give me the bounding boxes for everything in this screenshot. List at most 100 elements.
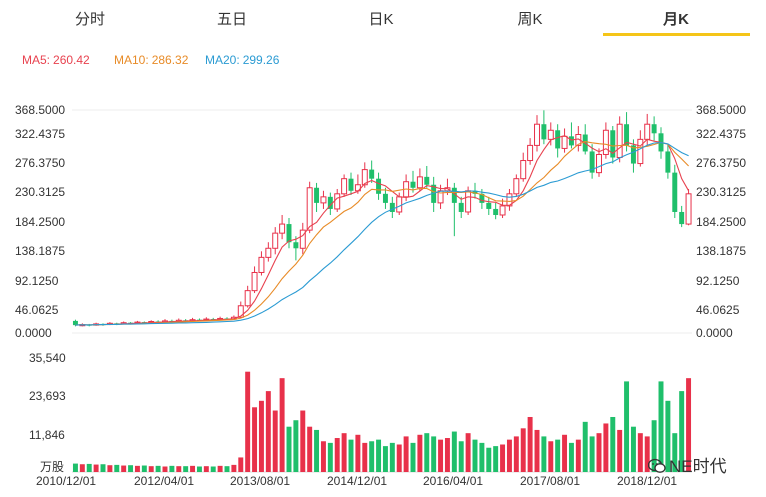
candle-body-up [361,169,368,186]
volume-bar [79,464,85,472]
volume-bar [121,465,127,472]
candle-body-up [258,256,265,273]
volume-bar [479,442,485,472]
volume-bar [630,426,636,472]
volume-bar [86,463,92,472]
volume-bar [458,441,464,472]
candle-body-up [465,190,472,213]
volume-bar [562,434,568,472]
volume-bar [203,466,209,472]
date-tick: 2013/08/01 [230,474,291,488]
volume-bar [396,444,402,472]
volume-bar [93,464,99,472]
tab-monthly-k[interactable]: 月K [663,11,689,28]
volume-bar [486,447,492,472]
candle-body-down [486,202,492,209]
candle-body-down [314,187,320,203]
ma10-line [75,141,689,326]
candle-body-up [334,193,341,210]
candle-body-up [279,223,286,234]
candle-body-up [306,187,313,231]
ma5-value: 260.42 [53,53,90,67]
candle-body-down [541,124,547,140]
candle-body-down [458,202,464,212]
volume-bar [362,442,368,472]
price-tick-right: 92.1250 [696,274,740,288]
tab-daily-k[interactable]: 日K [368,11,394,28]
candle-body-up [513,178,520,195]
volume-tick: 23,693 [29,389,66,403]
ma10-value: 286.32 [151,53,189,67]
volume-bar [438,439,444,472]
ma10-label: MA10: [114,53,149,67]
candle-body-down [610,130,616,158]
volume-bar [527,416,533,472]
ma10-indicator: MA10: 286.32 [114,53,188,67]
price-tick-left: 276.3750 [15,156,66,170]
volume-bar [610,416,616,472]
volume-unit-label: 万股 [40,460,65,474]
volume-bar [107,465,113,472]
tab-weekly-k[interactable]: 周K [517,11,543,28]
ma20-label: MA20: [205,53,240,67]
volume-bar [389,442,395,472]
volume-bar [382,446,388,472]
candle-body-up [534,123,540,146]
volume-bar [575,439,581,472]
volume-bar [217,465,223,472]
volume-bar [568,442,574,472]
tab-five-day[interactable]: 五日 [216,11,247,28]
active-tab-indicator [603,33,750,36]
volume-bar [114,464,120,472]
ma5-label: MA5: [22,53,51,67]
volume-bar [314,429,320,472]
volume-bar [403,436,409,472]
candle-body-down [376,178,382,194]
volume-bar [500,444,506,472]
ma20-value: 299.26 [242,53,280,67]
volume-bar [472,439,478,472]
volume-bar [252,407,258,472]
candle-body-down [424,176,430,185]
volume-tick: 11,846 [29,428,65,442]
candle-body-down [568,136,574,146]
volume-bar [258,400,264,472]
date-tick: 2016/04/01 [423,474,484,488]
candle-body-down [389,202,395,212]
candle-body-down [431,184,437,203]
volume-bar [210,466,216,472]
volume-bar [245,371,251,472]
tab-intraday[interactable]: 分时 [74,11,105,28]
price-tick-left: 322.4375 [15,127,66,141]
candle-body-up [520,160,527,180]
price-tick-right: 230.3125 [696,185,747,199]
candle-body-up [416,176,423,189]
price-tick-left: 230.3125 [15,185,66,199]
candle-body-down [451,187,457,203]
watermark-text: NE时代 [669,457,727,476]
volume-bar [369,441,375,472]
candle-body-up [237,305,244,318]
volume-bar [183,466,189,472]
volume-bar [327,442,333,472]
volume-bar [196,466,202,472]
ma5-indicator: MA5: 260.42 [22,53,90,67]
candle-body-up [499,205,506,216]
candle-body-down [286,224,292,243]
candle-body-down [348,178,354,191]
volume-bar [300,410,306,472]
candle-body-down [327,196,333,209]
price-tick-left: 138.1875 [15,244,66,258]
date-tick: 2012/04/01 [134,474,195,488]
volume-bar [286,426,292,472]
candle-body-down [589,151,595,173]
volume-bar [679,391,685,472]
candle-body-up [299,229,306,249]
volume-bar [169,465,175,472]
volume-bar [355,434,361,472]
candle-body-down [679,211,685,225]
volume-bar [555,439,561,472]
ma20-line [75,142,689,326]
watermark: NE时代 [648,452,727,477]
